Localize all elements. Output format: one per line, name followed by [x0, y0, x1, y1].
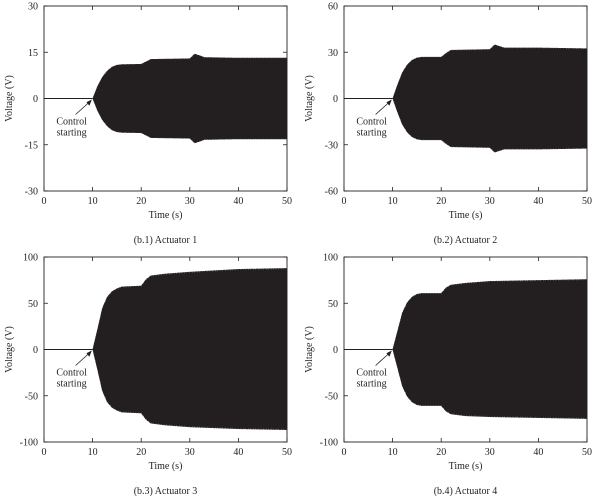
signal-oscillation — [392, 279, 588, 419]
chart-svg: 0 10 20 30 40 50 -100 -50 0 50 100 Time (s) Voltage … — [4, 253, 292, 498]
y-tick-label: 0 — [333, 94, 338, 105]
x-tick-label: 50 — [282, 447, 292, 458]
chart-panel-actuator-4: 0 10 20 30 40 50 -100 -50 0 50 100 Time (s) Voltage … — [300, 251, 600, 501]
x-tick-label: 40 — [233, 447, 243, 458]
y-tick-label: 30 — [328, 48, 338, 59]
x-tick-label: 20 — [136, 447, 146, 458]
signal-trace — [44, 268, 288, 430]
x-axis-label: Time (s) — [149, 210, 183, 221]
x-tick-label: 10 — [88, 196, 98, 207]
annotation-arrow-head — [386, 350, 392, 357]
y-tick-label: -15 — [25, 140, 38, 151]
y-tick-label: -60 — [325, 187, 338, 198]
chart-panel-actuator-3: 0 10 20 30 40 50 -100 -50 0 50 100 Time (s) Voltage … — [0, 251, 300, 501]
y-tick-label: 50 — [28, 299, 38, 310]
chart-panel-actuator-2: 0 10 20 30 40 50 -60 -30 0 30 60 Time (s) Voltage (V… — [300, 0, 600, 250]
panel-caption: (b.2) Actuator 2 — [434, 235, 498, 246]
y-tick-label: -50 — [325, 391, 338, 402]
y-tick-label: -50 — [25, 391, 38, 402]
y-axis-label: Voltage (V) — [304, 326, 315, 373]
panel-caption: (b.1) Actuator 1 — [134, 235, 198, 246]
x-tick-label: 50 — [282, 196, 292, 207]
annotation-text: starting — [57, 379, 87, 390]
y-tick-label: 0 — [33, 94, 38, 105]
x-tick-label: 10 — [388, 196, 398, 207]
chart-panel-actuator-1: 0 10 20 30 40 50 -30 -15 0 15 30 Time (s) Voltage (V… — [0, 0, 300, 250]
y-tick-label: 100 — [23, 253, 38, 264]
x-tick-label: 40 — [533, 447, 543, 458]
y-tick-label: -30 — [325, 140, 338, 151]
annotation-text: Control — [356, 117, 387, 128]
y-tick-label: 15 — [28, 48, 38, 59]
panel-caption: (b.3) Actuator 3 — [134, 486, 198, 497]
signal-trace — [344, 279, 588, 419]
x-tick-label: 40 — [233, 196, 243, 207]
chart-svg: 0 10 20 30 40 50 -100 -50 0 50 100 Time (s) Voltage … — [304, 253, 592, 498]
x-tick-label: 20 — [436, 447, 446, 458]
annotation-text: starting — [357, 128, 387, 139]
annotation-arrow-head — [386, 99, 392, 106]
chart-svg: 0 10 20 30 40 50 -60 -30 0 30 60 Time (s) Voltage (V… — [304, 2, 592, 247]
x-tick-label: 0 — [342, 196, 347, 207]
x-tick-label: 30 — [485, 447, 495, 458]
panel-caption: (b.4) Actuator 4 — [434, 486, 498, 497]
y-tick-label: 100 — [323, 253, 338, 264]
x-tick-label: 30 — [485, 196, 495, 207]
x-tick-label: 10 — [88, 447, 98, 458]
annotation-text: starting — [357, 379, 387, 390]
y-axis-label: Voltage (V) — [4, 326, 15, 373]
annotation-text: starting — [57, 128, 87, 139]
x-axis-label: Time (s) — [449, 461, 483, 472]
x-tick-label: 10 — [388, 447, 398, 458]
y-tick-label: -100 — [20, 438, 38, 449]
signal-oscillation — [92, 53, 288, 144]
y-tick-label: 0 — [33, 345, 38, 356]
y-axis-label: Voltage (V) — [304, 75, 315, 122]
x-axis-label: Time (s) — [449, 210, 483, 221]
x-tick-label: 0 — [342, 447, 347, 458]
y-tick-label: 50 — [328, 299, 338, 310]
x-tick-label: 30 — [185, 447, 195, 458]
annotation-arrow-head — [86, 99, 92, 106]
signal-oscillation — [92, 268, 288, 430]
y-tick-label: 30 — [28, 2, 38, 13]
annotation-text: Control — [356, 368, 387, 379]
signal-trace — [344, 44, 588, 153]
y-tick-label: -100 — [320, 438, 338, 449]
x-tick-label: 0 — [42, 196, 47, 207]
annotation-text: Control — [56, 117, 87, 128]
x-axis-label: Time (s) — [149, 461, 183, 472]
y-axis-label: Voltage (V) — [4, 75, 15, 122]
x-tick-label: 50 — [582, 447, 592, 458]
y-tick-label: 60 — [328, 2, 338, 13]
x-tick-label: 0 — [42, 447, 47, 458]
x-tick-label: 40 — [533, 196, 543, 207]
x-tick-label: 30 — [185, 196, 195, 207]
x-tick-label: 20 — [136, 196, 146, 207]
y-tick-label: -30 — [25, 187, 38, 198]
annotation-arrow-head — [86, 350, 92, 357]
x-tick-label: 50 — [582, 196, 592, 207]
annotation-text: Control — [56, 368, 87, 379]
y-tick-label: 0 — [333, 345, 338, 356]
x-tick-label: 20 — [436, 196, 446, 207]
signal-trace — [44, 53, 288, 144]
signal-oscillation — [392, 44, 588, 153]
